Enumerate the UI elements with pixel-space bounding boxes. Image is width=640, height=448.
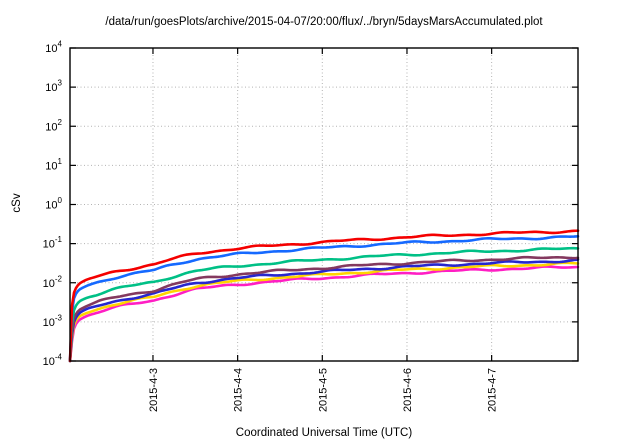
y-tick-label: 10-3 <box>43 313 63 329</box>
x-tick-label: 2015-4-6 <box>402 368 414 412</box>
y-tick-label: 100 <box>45 196 62 212</box>
x-tick-label: 2015-4-7 <box>487 368 499 412</box>
y-tick-label: 10-4 <box>43 353 63 369</box>
series-line-yellow <box>68 261 580 363</box>
series-line-teal <box>68 246 580 363</box>
y-tick-label: 10-1 <box>43 235 63 251</box>
series-line-red <box>68 229 580 363</box>
y-axis-title: cSv <box>11 193 23 213</box>
x-axis-title: Coordinated Universal Time (UTC) <box>235 427 413 439</box>
series-line-blue <box>68 235 580 363</box>
y-tick-label: 101 <box>45 157 62 173</box>
series-line-navy <box>68 258 580 363</box>
y-tick-label: 103 <box>45 79 62 95</box>
plot-frame <box>69 47 579 362</box>
x-tick-label: 2015-4-5 <box>317 368 329 412</box>
y-tick-label: 102 <box>45 118 62 134</box>
y-tick-label: 104 <box>45 40 62 56</box>
series-line-plum <box>68 255 580 363</box>
x-tick-label: 2015-4-3 <box>148 368 160 412</box>
y-tick-label: 10-2 <box>43 274 63 290</box>
x-tick-label: 2015-4-4 <box>233 368 245 412</box>
chart-title: /data/run/goesPlots/archive/2015-04-07/2… <box>105 16 543 28</box>
series-line-magenta <box>68 265 580 363</box>
